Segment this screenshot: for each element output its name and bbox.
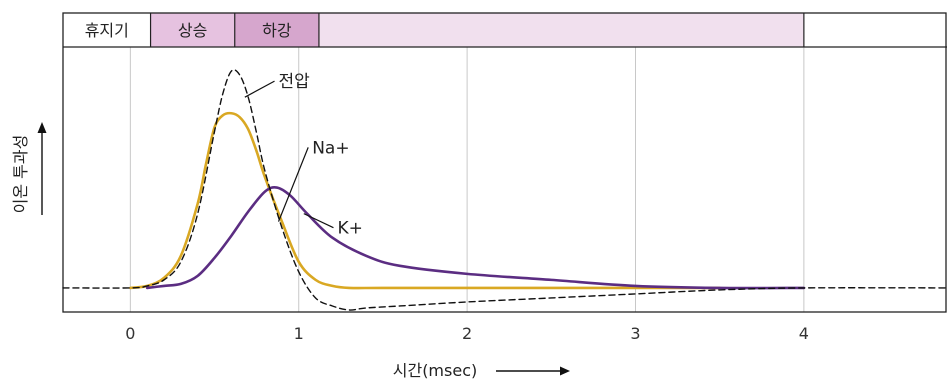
x-axis-label: 시간(msec): [393, 361, 478, 380]
series-label-leader: [244, 80, 275, 98]
phase-block: [63, 13, 151, 47]
phase-block: [803, 13, 947, 47]
series-label: 전압: [279, 72, 311, 92]
y-axis-label: 이온 투과성: [11, 135, 30, 214]
x-tick-label: 1: [294, 324, 304, 343]
phase-label: 휴지기: [85, 21, 129, 40]
phase-block: [234, 13, 319, 47]
series-lines: [62, 69, 947, 311]
y-axis-arrow-head: [37, 122, 47, 133]
x-tick-label: 3: [630, 324, 640, 343]
phase-label: 하강: [262, 21, 292, 40]
series-label-leader: [303, 213, 334, 229]
series-labels: 전압 Na+ K+: [279, 72, 363, 239]
series-line: [145, 186, 806, 290]
vertical-gridlines: [129, 47, 805, 312]
phase-bar: 휴지기 상승 하강: [63, 13, 947, 48]
series-line: [129, 111, 721, 290]
y-axis-arrow: [37, 122, 47, 215]
x-axis-arrow-head: [560, 366, 570, 376]
x-tick-label: 2: [462, 324, 472, 343]
series-label: Na+: [312, 138, 349, 158]
series-line: [62, 69, 947, 311]
series-label-leaders: [244, 80, 334, 229]
phase-block: [318, 13, 804, 47]
phase-block: [150, 13, 235, 47]
series-label: K+: [337, 219, 362, 239]
x-tick-label: 0: [125, 324, 135, 343]
x-axis-ticks: 0 1 2 3 4: [125, 324, 809, 343]
series-label-leader: [277, 147, 309, 222]
plot-frame: [62, 12, 947, 313]
x-tick-label: 4: [799, 324, 809, 343]
x-axis-arrow: [496, 366, 570, 376]
phase-label: 상승: [178, 21, 207, 40]
